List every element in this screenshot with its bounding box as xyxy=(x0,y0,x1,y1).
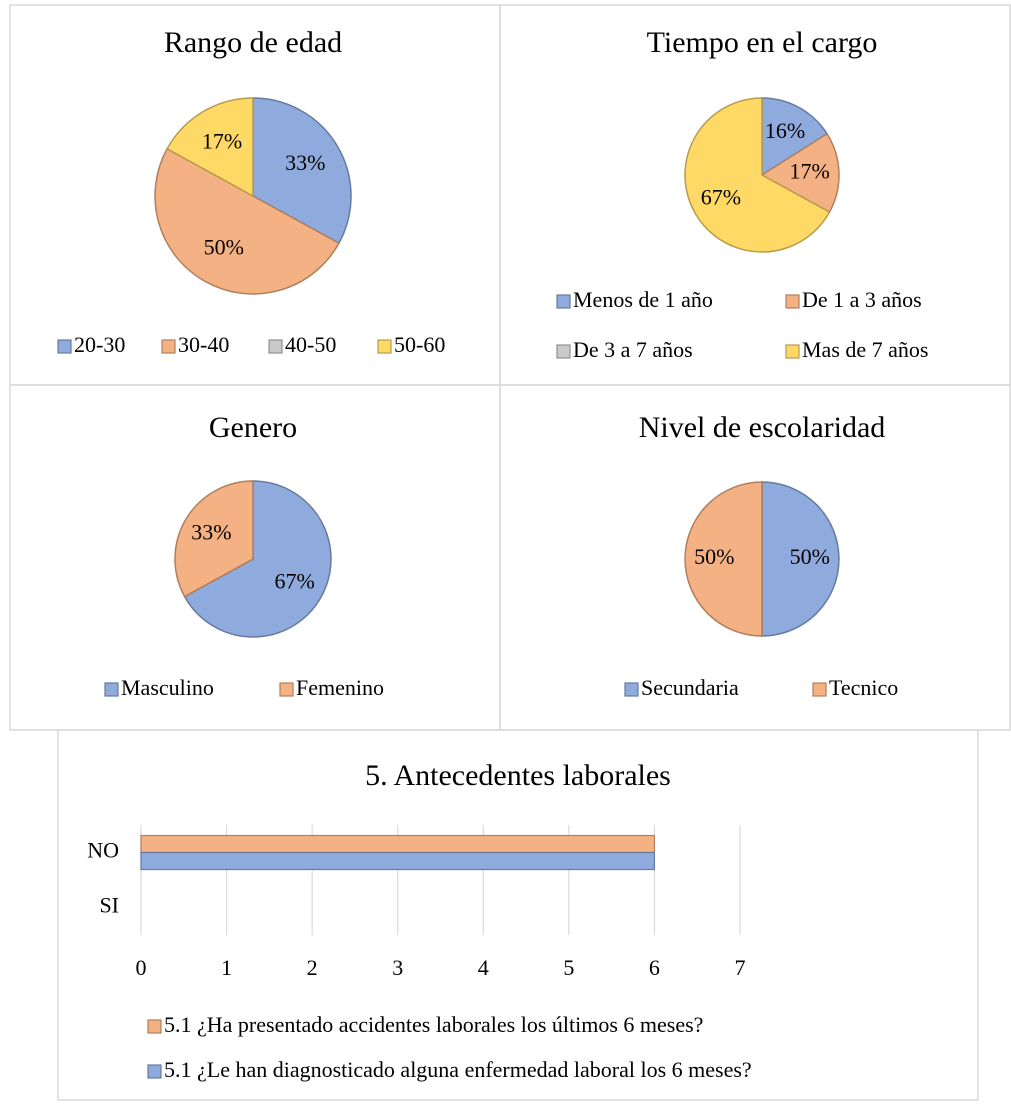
x-tick-label: 0 xyxy=(136,955,147,980)
legend-swatch xyxy=(57,339,72,354)
panel-borders xyxy=(9,4,1011,1101)
legend-swatch xyxy=(377,339,392,354)
legend-label: De 1 a 3 años xyxy=(802,287,922,312)
legend-label: 30-40 xyxy=(178,332,229,357)
bar xyxy=(140,834,656,854)
chart-title: 5. Antecedentes laborales xyxy=(365,759,671,792)
x-tick-label: 2 xyxy=(307,955,318,980)
x-tick-label: 4 xyxy=(478,955,489,980)
x-tick-label: 1 xyxy=(221,955,232,980)
bar xyxy=(140,851,656,871)
legend-label: Mas de 7 años xyxy=(802,337,928,362)
pie-slice xyxy=(684,481,763,637)
data-label: 50% xyxy=(790,544,830,569)
chart-title: Rango de edad xyxy=(164,26,342,59)
legend-swatch xyxy=(812,682,827,697)
data-label: 67% xyxy=(701,184,741,209)
legend-label: 5.1 ¿Ha presentado accidentes laborales … xyxy=(164,1012,703,1037)
legend-swatch xyxy=(161,339,176,354)
pie-slice xyxy=(761,481,840,637)
pie-slice xyxy=(183,480,332,638)
pie-slice xyxy=(761,97,829,177)
legend-swatch xyxy=(268,339,283,354)
legend-label: Tecnico xyxy=(829,675,898,700)
legend-swatch xyxy=(785,294,800,309)
x-tick-label: 3 xyxy=(392,955,403,980)
pie-slice xyxy=(154,147,340,295)
data-label: 67% xyxy=(274,569,314,594)
data-label: 33% xyxy=(191,519,231,544)
pie-slice xyxy=(684,97,831,253)
legend-swatch xyxy=(104,682,119,697)
legend-swatch xyxy=(785,344,800,359)
x-tick-label: 6 xyxy=(649,955,660,980)
chart-title: Tiempo en el cargo xyxy=(647,26,878,59)
legend-label: 40-50 xyxy=(285,332,336,357)
y-tick-label: SI xyxy=(99,893,119,918)
data-label: 33% xyxy=(285,150,325,175)
y-tick-label: NO xyxy=(87,838,119,863)
data-label: 17% xyxy=(202,129,242,154)
x-tick-label: 5 xyxy=(563,955,574,980)
legend-label: Secundaria xyxy=(641,675,739,700)
data-label: 16% xyxy=(765,118,805,143)
legend-swatch xyxy=(556,344,571,359)
pie-slice xyxy=(166,97,254,198)
legend-label: 50-60 xyxy=(394,332,445,357)
data-label: 50% xyxy=(204,234,244,259)
legend-label: Femenino xyxy=(296,675,384,700)
legend-swatch xyxy=(556,294,571,309)
pie-slice xyxy=(760,132,840,214)
legend-swatch xyxy=(147,1019,162,1034)
data-label: 50% xyxy=(694,544,734,569)
legend-swatch xyxy=(624,682,639,697)
legend-swatch xyxy=(279,682,294,697)
x-tick-label: 7 xyxy=(735,955,746,980)
legend-swatch xyxy=(147,1064,162,1079)
pie-slice xyxy=(174,480,254,598)
legend-label: 5.1 ¿Le han diagnosticado alguna enferme… xyxy=(164,1057,752,1082)
data-label: 17% xyxy=(790,159,830,184)
legend-label: Masculino xyxy=(121,675,214,700)
chart-title: Nivel de escolaridad xyxy=(639,411,886,444)
legend-label: 20-30 xyxy=(74,332,125,357)
pie-slice xyxy=(252,97,352,245)
chart-title: Genero xyxy=(209,411,297,444)
legend-label: Menos de 1 año xyxy=(573,287,713,312)
legend-label: De 3 a 7 años xyxy=(573,337,693,362)
